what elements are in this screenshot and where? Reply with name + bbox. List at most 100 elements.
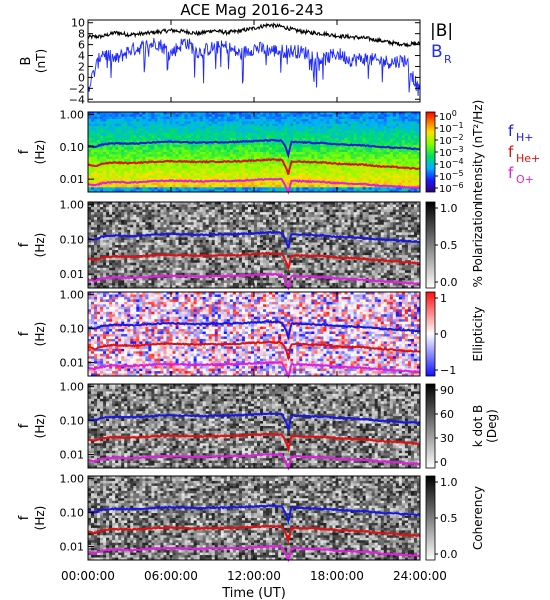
spectrogram-cell — [106, 224, 110, 228]
spectrogram-cell — [223, 189, 228, 193]
spectrogram-cell — [235, 163, 240, 167]
spectrogram-cell — [407, 163, 412, 167]
spectrogram-cell — [139, 262, 143, 266]
spectrogram-cell — [106, 265, 110, 269]
spectrogram-cell — [181, 242, 185, 246]
spectrogram-cell — [109, 121, 113, 125]
spectrogram-cell — [121, 214, 125, 218]
spectrogram-cell — [124, 207, 128, 210]
spectrogram-cell — [226, 154, 231, 158]
spectrogram-cell — [404, 168, 409, 172]
spectrogram-cell — [196, 170, 201, 174]
spectrogram-cell — [377, 152, 382, 155]
spectrogram-cell — [154, 170, 158, 174]
spectrogram-cell — [178, 260, 182, 264]
spectrogram-cell — [178, 272, 182, 276]
spectrogram-cell — [335, 137, 339, 141]
spectrogram-cell — [284, 182, 288, 186]
spectrogram-cell — [398, 144, 403, 148]
spectrogram-cell — [187, 177, 192, 181]
spectrogram-cell — [181, 209, 185, 213]
spectrogram-cell — [326, 159, 330, 162]
spectrogram-cell — [302, 189, 306, 193]
spectrogram-cell — [314, 119, 318, 122]
spectrogram-cell — [160, 135, 164, 139]
spectrogram-cell — [190, 114, 195, 118]
spectrogram-cell — [290, 152, 294, 155]
spectrogram-cell — [332, 123, 336, 127]
spectrogram-cell — [103, 204, 107, 208]
spectrogram-cell — [118, 212, 122, 216]
spectrogram-cell — [112, 267, 116, 271]
spectrogram-cell — [302, 161, 306, 165]
spectrogram-cell — [169, 121, 173, 125]
spectrogram-cell — [290, 166, 294, 169]
spectrogram-cell — [335, 140, 339, 143]
spectrogram-cell — [178, 168, 182, 172]
spectrogram-cell — [130, 202, 134, 205]
spectrogram-cell — [184, 224, 188, 228]
spectrogram-cell — [383, 149, 388, 153]
spectrogram-cell — [136, 154, 140, 158]
spectrogram-cell — [293, 116, 297, 120]
spectrogram-cell — [184, 245, 188, 248]
spectrogram-cell — [229, 149, 234, 153]
spectrogram-cell — [365, 187, 370, 191]
spectrogram-cell — [208, 133, 213, 136]
spectrogram-cell — [266, 133, 270, 136]
spectrogram-cell — [380, 114, 385, 118]
spectrogram-cell — [347, 147, 351, 151]
spectrogram-cell — [175, 250, 179, 253]
spectrogram-cell — [142, 280, 146, 284]
spectrogram-cell — [389, 163, 394, 167]
spectrogram-cell — [257, 114, 261, 118]
spectrogram-cell — [365, 180, 370, 183]
spectrogram-cell — [166, 265, 170, 269]
spectrogram-cell — [302, 152, 306, 155]
spectrogram-cell — [326, 144, 330, 148]
spectrogram-cell — [139, 227, 143, 231]
spectrogram-cell — [136, 116, 140, 120]
spectrogram-cell — [115, 137, 119, 141]
spectrogram-cell — [244, 116, 249, 120]
spectrogram-cell — [250, 161, 255, 165]
spectrogram-cell — [163, 119, 167, 122]
spectrogram-cell — [121, 245, 125, 248]
spectrogram-cell — [377, 159, 382, 162]
spectrogram-cell — [226, 121, 231, 125]
spectrogram-cell — [226, 173, 231, 176]
spectrogram-cell — [121, 217, 125, 221]
spectrogram-cell — [91, 116, 95, 120]
spectrogram-cell — [229, 130, 234, 134]
spectrogram-cell — [145, 182, 149, 186]
spectrogram-cell — [416, 119, 421, 122]
spectrogram-cell — [91, 130, 95, 134]
spectrogram-cell — [184, 187, 188, 191]
spectrogram-cell — [395, 177, 400, 181]
spectrogram-cell — [184, 170, 188, 174]
spectrogram-cell — [163, 285, 167, 289]
spectrogram-cell — [278, 154, 282, 158]
spectrogram-cell — [124, 262, 128, 266]
spectrogram-cell — [187, 166, 192, 169]
spectrogram-cell — [103, 257, 107, 261]
spectrogram-cell — [118, 232, 122, 236]
spectrogram-cell — [181, 112, 185, 115]
spectrogram-cell — [127, 135, 131, 139]
spectrogram-cell — [106, 166, 110, 169]
spectrogram-cell — [175, 204, 179, 208]
spectrogram-cell — [106, 217, 110, 221]
spectrogram-cell — [392, 119, 397, 122]
spectrogram-cell — [163, 242, 167, 246]
spectrogram-cell — [254, 166, 258, 169]
spectrogram-cell — [317, 114, 321, 118]
spectrogram-cell — [163, 237, 167, 241]
spectrogram-cell — [223, 154, 228, 158]
spectrogram-cell — [133, 144, 137, 148]
spectrogram-cell — [109, 144, 113, 148]
spectrogram-cell — [100, 166, 104, 169]
spectrogram-cell — [214, 128, 219, 132]
spectrogram-cell — [341, 166, 345, 169]
spectrogram-cell — [323, 114, 327, 118]
spectrogram-cell — [88, 184, 92, 188]
